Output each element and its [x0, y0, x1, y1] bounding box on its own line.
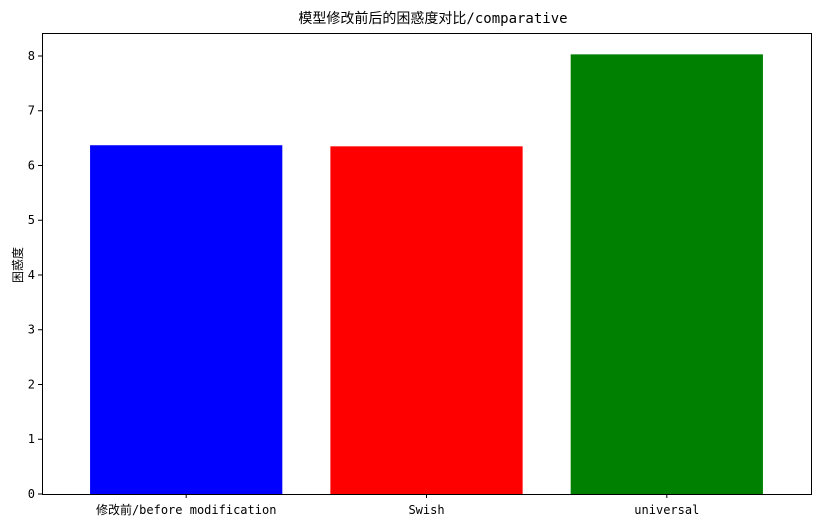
bar-1: [330, 146, 523, 494]
y-tick-label-8: 8: [28, 49, 35, 63]
y-axis-ticks: 0 1 2 3 4 5 6 7 8: [28, 49, 42, 501]
bar-0: [90, 145, 283, 495]
y-tick-label-0: 0: [28, 487, 35, 501]
plot-frame: [42, 33, 812, 495]
y-tick-label-4: 4: [28, 268, 35, 282]
chart-title: 模型修改前后的困惑度对比/comparative: [298, 10, 567, 27]
y-tick-label-1: 1: [28, 432, 35, 446]
y-axis-label: 困惑度: [10, 247, 25, 283]
x-tick-label-0: 修改前/before modification: [96, 502, 277, 517]
y-tick-label-7: 7: [28, 104, 35, 118]
x-axis-ticks: 修改前/before modification Swish universal: [96, 494, 699, 517]
y-tick-label-6: 6: [28, 158, 35, 172]
bar-2: [570, 54, 763, 495]
y-tick-label-2: 2: [28, 377, 35, 391]
x-tick-label-1: Swish: [408, 503, 444, 517]
y-tick-label-3: 3: [28, 323, 35, 337]
y-tick-label-5: 5: [28, 213, 35, 227]
bars-group: [90, 54, 763, 495]
x-tick-label-2: universal: [634, 503, 699, 517]
